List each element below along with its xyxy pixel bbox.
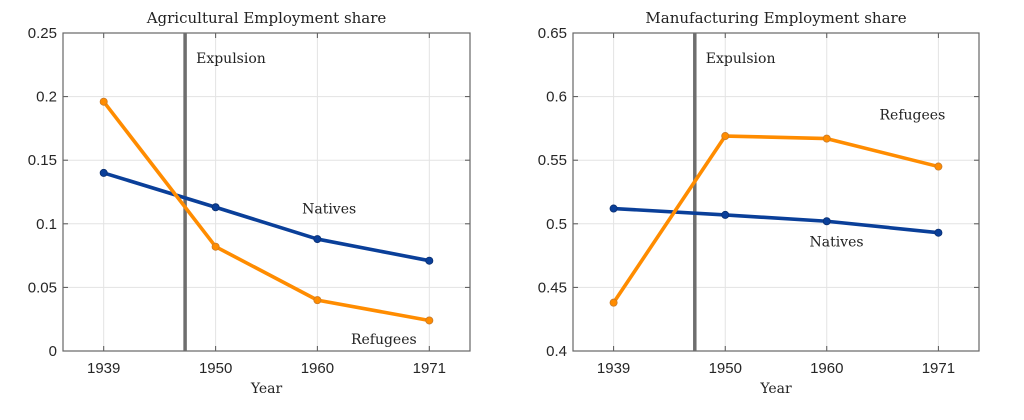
series-label-refugees: Refugees bbox=[880, 107, 946, 123]
series-line-refugees bbox=[612, 134, 939, 304]
data-point-natives bbox=[99, 168, 108, 177]
series-label-natives: Natives bbox=[809, 235, 863, 251]
x-tick-label: 1950 bbox=[709, 360, 742, 377]
x-tick-label: 1960 bbox=[301, 360, 334, 377]
data-point-natives bbox=[211, 203, 220, 212]
data-point-natives bbox=[822, 217, 831, 226]
series-label-natives: Natives bbox=[302, 202, 356, 218]
x-tick-label: 1971 bbox=[922, 360, 955, 377]
expulsion-label: Expulsion bbox=[706, 51, 776, 67]
chart-title: Manufacturing Employment share bbox=[645, 9, 906, 27]
data-point-refugees bbox=[313, 296, 322, 305]
y-tick-label: 0.4 bbox=[546, 343, 567, 360]
x-axis-label: Year bbox=[759, 381, 792, 397]
data-point-refugees bbox=[99, 97, 108, 106]
y-tick-label: 0.15 bbox=[28, 152, 57, 169]
axes-box bbox=[62, 32, 471, 352]
x-tick-label: 1939 bbox=[87, 360, 120, 377]
plot-area bbox=[573, 33, 979, 351]
y-tick-label: 0.45 bbox=[538, 279, 567, 296]
data-point-refugees bbox=[609, 298, 618, 307]
data-point-refugees bbox=[822, 134, 831, 143]
y-tick-label: 0.1 bbox=[36, 216, 57, 233]
series-label-refugees: Refugees bbox=[351, 332, 417, 348]
x-tick-label: 1960 bbox=[810, 360, 843, 377]
expulsion-label: Expulsion bbox=[196, 51, 266, 67]
data-point-natives bbox=[313, 235, 322, 244]
data-point-refugees bbox=[211, 242, 220, 251]
plot-area bbox=[63, 33, 470, 351]
y-tick-label: 0.6 bbox=[546, 89, 567, 106]
data-point-natives bbox=[934, 228, 943, 237]
series-line-natives bbox=[613, 206, 939, 235]
data-point-refugees bbox=[721, 132, 730, 141]
y-tick-label: 0.65 bbox=[538, 25, 567, 42]
x-tick-label: 1939 bbox=[597, 360, 630, 377]
series-line-natives bbox=[103, 171, 430, 263]
data-point-natives bbox=[609, 204, 618, 213]
x-axis-label: Year bbox=[250, 381, 283, 397]
series-line-refugees bbox=[102, 100, 430, 323]
y-tick-label: 0.55 bbox=[538, 152, 567, 169]
axes-box bbox=[572, 32, 980, 352]
data-point-refugees bbox=[425, 316, 434, 325]
chart-title: Agricultural Employment share bbox=[146, 9, 387, 27]
data-point-refugees bbox=[934, 162, 943, 171]
data-point-natives bbox=[425, 256, 434, 265]
x-tick-label: 1950 bbox=[199, 360, 232, 377]
data-point-natives bbox=[721, 210, 730, 219]
chart-panel-1: 0.4 0.45 0.5 0.55 0.6 0.65 1939 1950 1960 1971 Exp… bbox=[538, 9, 980, 397]
y-tick-label: 0.5 bbox=[546, 216, 567, 233]
x-tick-label: 1971 bbox=[413, 360, 446, 377]
y-tick-label: 0.2 bbox=[36, 89, 57, 106]
y-tick-label: 0.25 bbox=[28, 25, 57, 42]
y-tick-label: 0.05 bbox=[28, 279, 57, 296]
chart-panel-0: 0 0.05 0.1 0.15 0.2 0.25 1939 1950 1960 1971 Expul… bbox=[28, 9, 471, 397]
y-tick-label: 0 bbox=[49, 343, 57, 360]
